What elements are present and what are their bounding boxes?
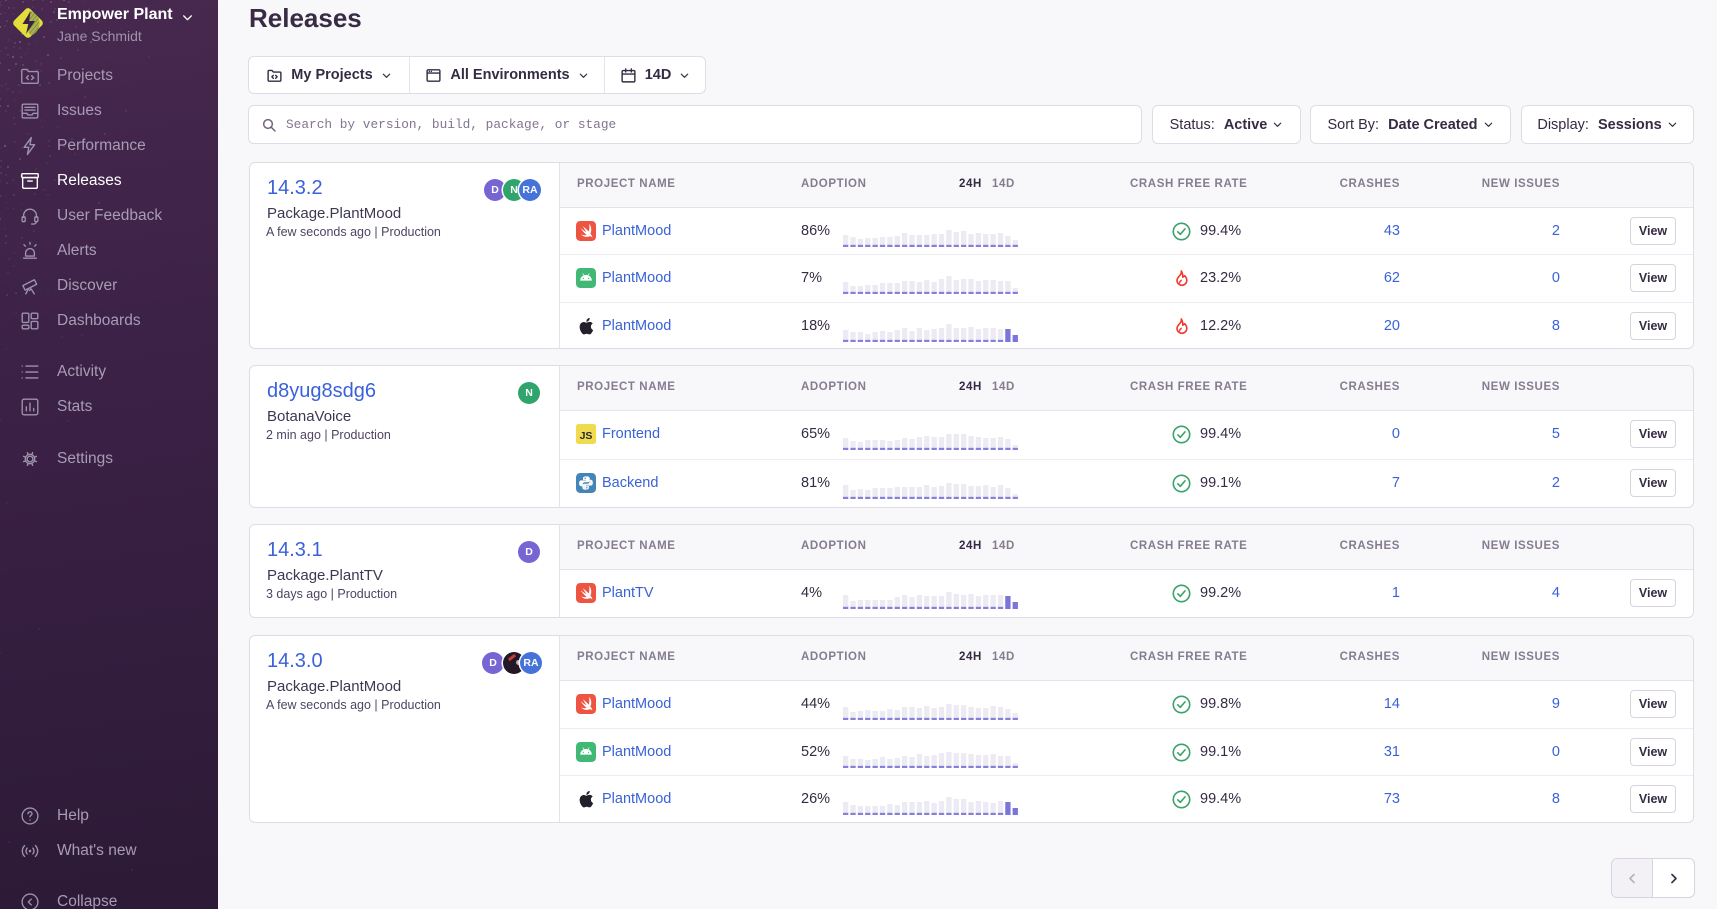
svg-text:JS: JS — [580, 430, 593, 442]
